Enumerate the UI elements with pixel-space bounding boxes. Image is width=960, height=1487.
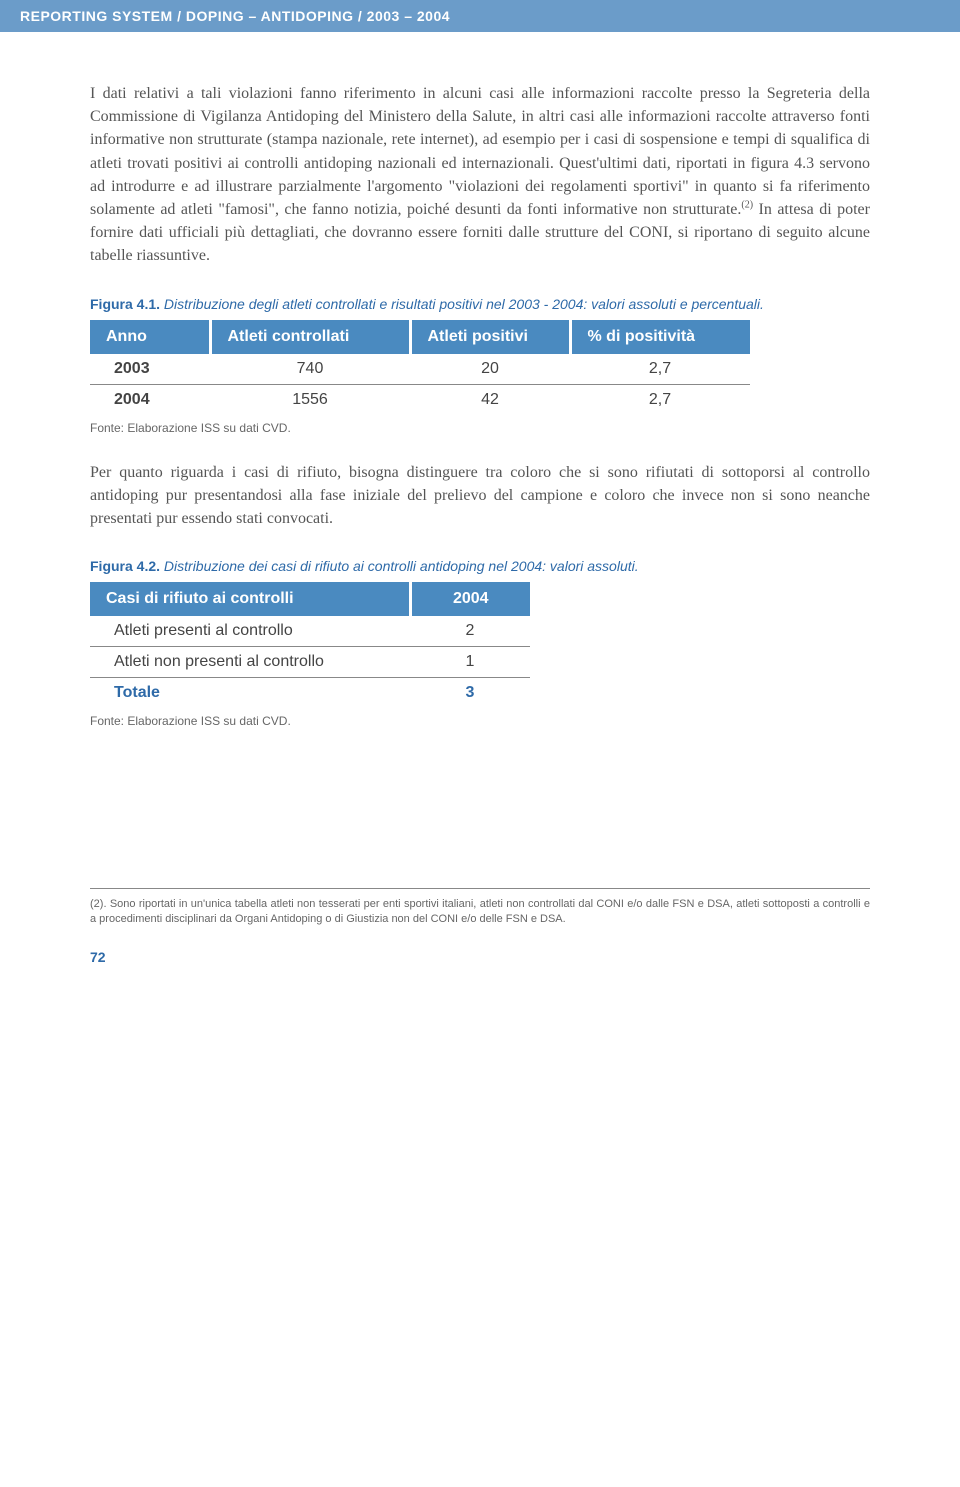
table-row: 2003 740 20 2,7 (90, 354, 750, 385)
table-row: Atleti presenti al controllo 2 (90, 616, 530, 647)
cell: 2,7 (570, 354, 750, 385)
table-1-source: Fonte: Elaborazione ISS su dati CVD. (90, 421, 870, 435)
table-4-1: Anno Atleti controllati Atleti positivi … (90, 320, 750, 415)
figure-4-2-label: Figura 4.2. (90, 558, 160, 574)
cell: 2004 (90, 384, 210, 415)
table-row: Atleti non presenti al controllo 1 (90, 647, 530, 678)
page-content: I dati relativi a tali violazioni fanno … (0, 82, 960, 1005)
cell-total-label: Totale (90, 678, 410, 709)
table-2-source: Fonte: Elaborazione ISS su dati CVD. (90, 714, 870, 728)
table-header-row: Anno Atleti controllati Atleti positivi … (90, 320, 750, 354)
page-header-band: REPORTING SYSTEM / DOPING – ANTIDOPING /… (0, 0, 960, 32)
footnote-marker: (2) (741, 200, 753, 211)
cell: 740 (210, 354, 410, 385)
cell: 1 (410, 647, 530, 678)
col-pct: % di positività (570, 320, 750, 354)
cell: 2 (410, 616, 530, 647)
table-1-wrap: Anno Atleti controllati Atleti positivi … (90, 320, 870, 415)
col-2004: 2004 (410, 582, 530, 616)
table-row: 2004 1556 42 2,7 (90, 384, 750, 415)
figure-4-1-desc: Distribuzione degli atleti controllati e… (160, 296, 764, 312)
paragraph-2: Per quanto riguarda i casi di rifiuto, b… (90, 461, 870, 531)
cell: Atleti presenti al controllo (90, 616, 410, 647)
cell: Atleti non presenti al controllo (90, 647, 410, 678)
footnote-text: (2). Sono riportati in un'unica tabella … (90, 897, 870, 927)
col-anno: Anno (90, 320, 210, 354)
cell: 2,7 (570, 384, 750, 415)
cell: 2003 (90, 354, 210, 385)
col-positivi: Atleti positivi (410, 320, 570, 354)
figure-4-2-caption: Figura 4.2. Distribuzione dei casi di ri… (90, 558, 870, 574)
table-header-row: Casi di rifiuto ai controlli 2004 (90, 582, 530, 616)
footnote-divider (90, 888, 870, 889)
cell-total-value: 3 (410, 678, 530, 709)
table-4-2: Casi di rifiuto ai controlli 2004 Atleti… (90, 582, 530, 708)
paragraph-1-text: I dati relativi a tali violazioni fanno … (90, 85, 870, 218)
page-number: 72 (90, 949, 870, 965)
cell: 20 (410, 354, 570, 385)
cell: 1556 (210, 384, 410, 415)
paragraph-1: I dati relativi a tali violazioni fanno … (90, 82, 870, 268)
cell: 42 (410, 384, 570, 415)
table-total-row: Totale 3 (90, 678, 530, 709)
col-casi: Casi di rifiuto ai controlli (90, 582, 410, 616)
figure-4-1-caption: Figura 4.1. Distribuzione degli atleti c… (90, 296, 870, 312)
figure-4-2-desc: Distribuzione dei casi di rifiuto ai con… (160, 558, 639, 574)
col-controllati: Atleti controllati (210, 320, 410, 354)
figure-4-1-label: Figura 4.1. (90, 296, 160, 312)
